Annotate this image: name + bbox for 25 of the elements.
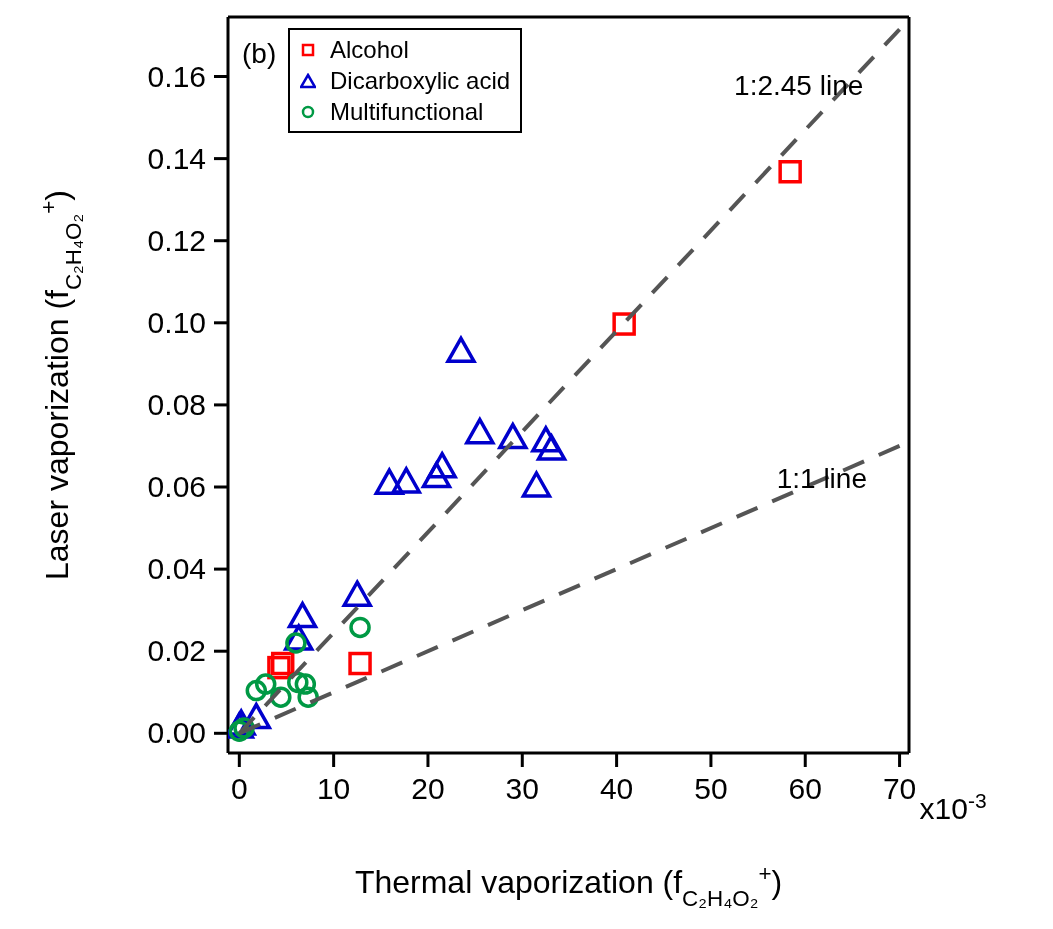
annotation: (b) xyxy=(242,38,277,69)
x-tick-label: 20 xyxy=(411,772,445,805)
legend-label: Dicarboxylic acid xyxy=(330,66,511,96)
x-tick-label: 60 xyxy=(788,772,822,805)
y-tick-label: 0.06 xyxy=(147,470,206,504)
x-tick-label: 50 xyxy=(694,772,728,805)
text: x10$^{-3}$ xyxy=(919,788,987,825)
y-tick-label: 0.08 xyxy=(147,387,206,421)
y-tick-label: 0.16 xyxy=(147,59,206,93)
x-tick-label: 30 xyxy=(505,772,539,805)
y-tick-label: 0.00 xyxy=(147,716,206,750)
y-tick-label: 0.04 xyxy=(147,552,206,586)
x-tick-label: 40 xyxy=(599,772,634,805)
y-tick-label: 0.14 xyxy=(147,141,206,175)
x-axis-title: Thermal vaporization (f$_{C₂H₄O₂}$$^{+}$) xyxy=(354,860,783,911)
x-tick-label: 10 xyxy=(316,772,351,805)
annotation: 1:1 line xyxy=(776,462,867,494)
legend-label: Multifunctional xyxy=(330,97,484,127)
y-tick-label: 0.10 xyxy=(147,305,206,339)
annotation: 1:2.45 line xyxy=(734,69,864,101)
x-tick-label: 70 xyxy=(882,772,917,805)
x-tick-label: 0 xyxy=(230,772,248,805)
y-tick-label: 0.12 xyxy=(147,223,206,257)
legend-label: Alcohol xyxy=(330,35,409,65)
y-tick-label: 0.02 xyxy=(147,634,206,668)
